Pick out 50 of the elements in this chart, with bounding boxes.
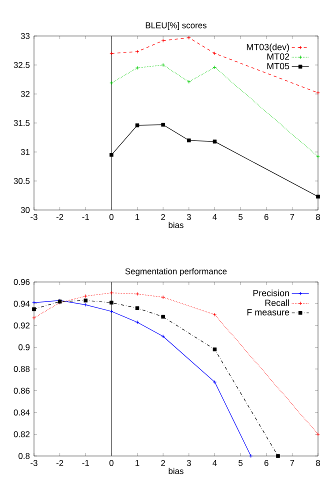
x-tick-label: 1 — [136, 214, 140, 220]
y-tick-label: 0.82 — [14, 431, 30, 438]
y-tick-label: 31 — [20, 149, 30, 155]
chart-title: BLEU[%] scores — [146, 22, 207, 30]
y-tick-label: 0.96 — [14, 279, 30, 285]
x-tick-label: 6 — [264, 214, 268, 220]
x-tick-label: 1 — [136, 460, 140, 466]
x-tick-label: 2 — [161, 460, 166, 466]
x-tick-label: -3 — [30, 214, 38, 220]
x-tick-label: 0 — [109, 460, 114, 466]
x-tick-label: 8 — [316, 214, 320, 220]
y-tick-label: 0.8 — [18, 453, 30, 459]
x-tick-label: -1 — [82, 214, 89, 220]
x-tick-label: 5 — [238, 214, 243, 220]
y-tick-label: 0.86 — [14, 388, 30, 394]
x-tick-label: 3 — [186, 214, 191, 220]
x-tick-label: 4 — [212, 214, 217, 220]
y-tick-label: 30.5 — [14, 178, 30, 184]
x-tick-label: 7 — [290, 214, 294, 220]
x-tick-label: -2 — [56, 460, 64, 466]
y-tick-label: 0.9 — [18, 344, 30, 350]
x-tick-label: -3 — [30, 460, 38, 466]
legend-label: MT05 — [267, 62, 290, 70]
x-tick-label: 5 — [238, 460, 243, 466]
x-tick-label: 6 — [264, 460, 268, 466]
y-tick-label: 32 — [20, 91, 30, 97]
legend-label: MT02 — [267, 53, 290, 60]
x-tick-label: -2 — [56, 214, 64, 220]
x-tick-label: 0 — [109, 214, 114, 220]
y-tick-label: 0.94 — [14, 300, 30, 307]
x-tick-label: 7 — [290, 460, 294, 466]
y-tick-label: 30 — [20, 207, 30, 213]
y-tick-label: 0.92 — [14, 322, 30, 328]
x-tick-label: 2 — [161, 214, 166, 220]
y-tick-label: 0.84 — [14, 410, 30, 416]
legend-label: MT03(dev) — [246, 44, 289, 52]
legend-label: F measure — [247, 309, 290, 316]
x-tick-label: 4 — [212, 460, 217, 466]
x-axis-title: bias — [168, 468, 184, 474]
x-axis-title: bias — [168, 222, 184, 228]
x-tick-label: 8 — [316, 460, 320, 466]
y-tick-label: 33 — [20, 33, 30, 39]
legend-label: Precision — [253, 290, 289, 296]
legend-label: Recall — [265, 299, 289, 306]
y-tick-label: 32.5 — [14, 62, 30, 68]
y-tick-label: 0.88 — [14, 366, 30, 372]
chart-title: Segmentation performance — [125, 268, 227, 276]
x-tick-label: 3 — [186, 460, 191, 466]
x-tick-label: -1 — [82, 460, 89, 466]
y-tick-label: 31.5 — [14, 120, 30, 126]
